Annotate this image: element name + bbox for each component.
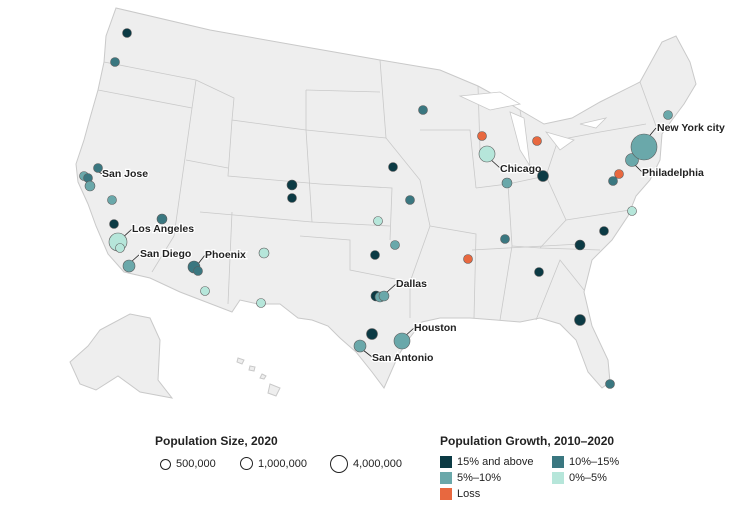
city-marker: [366, 328, 378, 340]
growth-legend-label: Loss: [457, 488, 481, 500]
city-marker: [405, 195, 415, 205]
city-marker: [84, 180, 96, 192]
city-marker: [93, 163, 103, 173]
growth-legend-label: 10%–15%: [569, 456, 620, 468]
city-marker: [256, 298, 266, 308]
label-leader-line: [130, 253, 141, 263]
city-marker: [537, 170, 549, 182]
growth-legend-item: 15% and above: [440, 456, 533, 468]
city-marker: [614, 169, 624, 179]
city-marker: [115, 243, 125, 253]
contiguous-us: [75, 7, 697, 389]
city-marker: [193, 266, 203, 276]
loss-swatch: [440, 488, 452, 500]
city-marker: [258, 247, 270, 259]
city-label: Dallas: [396, 278, 427, 290]
hawaii: [236, 357, 281, 397]
size-legend-label: 4,000,000: [353, 458, 402, 470]
city-marker: [388, 162, 398, 172]
size-legend-label: 500,000: [176, 458, 216, 470]
city-marker: [107, 195, 117, 205]
label-leader-line: [385, 283, 397, 294]
size-legend-label: 1,000,000: [258, 457, 307, 470]
label-leader-line: [197, 254, 206, 265]
city-marker: [477, 131, 487, 141]
city-marker: [501, 177, 513, 189]
growth-legend-item: 10%–15%: [552, 456, 619, 468]
city-marker: [418, 105, 428, 115]
city-marker: [663, 110, 673, 120]
city-marker: [393, 332, 411, 350]
city-marker: [463, 254, 473, 264]
city-marker: [599, 226, 609, 236]
city-marker: [574, 314, 586, 326]
growth-legend-label: 0%–5%: [569, 472, 607, 484]
city-marker: [156, 213, 168, 225]
growth-legend-label: 15% and above: [457, 456, 534, 468]
size-circle-small-icon: [160, 458, 171, 470]
city-marker: [200, 286, 210, 296]
growth-legend-item: Loss: [440, 488, 480, 500]
city-label: San Antonio: [372, 352, 433, 364]
city-label: New York city: [657, 122, 725, 134]
city-marker: [605, 379, 615, 389]
city-label: Philadelphia: [642, 167, 704, 179]
city-marker: [478, 145, 496, 163]
city-marker: [353, 339, 367, 353]
cities-layer: [79, 28, 673, 389]
city-marker: [500, 234, 510, 244]
city-label: Chicago: [500, 163, 541, 175]
city-marker: [378, 290, 390, 302]
city-marker: [110, 57, 120, 67]
growth-legend-item: 0%–5%: [552, 472, 607, 484]
size-circle-medium-icon: [240, 457, 253, 470]
size-legend-item: 1,000,000: [240, 457, 307, 470]
alaska: [69, 313, 174, 399]
city-marker: [286, 179, 298, 191]
city-marker: [534, 267, 544, 277]
us-map: New York city Philadelphia Chicago San Jose…: [69, 7, 726, 399]
city-marker: [390, 240, 400, 250]
growth-legend-label: 5%–10%: [457, 472, 502, 484]
growth-5-10-swatch: [440, 472, 452, 484]
city-marker: [122, 28, 132, 38]
city-marker: [109, 219, 119, 229]
growth-15-plus-swatch: [440, 456, 452, 468]
size-legend-item: 4,000,000: [330, 455, 402, 473]
city-marker: [370, 250, 380, 260]
land-layer: [69, 7, 697, 399]
city-marker: [122, 259, 136, 273]
growth-legend-title: Population Growth, 2010–2020: [440, 434, 615, 448]
city-marker: [627, 206, 637, 216]
city-label: Los Angeles: [132, 223, 194, 235]
city-marker: [287, 193, 297, 203]
size-legend-item: 500,000: [160, 458, 216, 470]
city-label: San Jose: [102, 168, 148, 180]
city-marker: [608, 176, 618, 186]
size-circle-large-icon: [330, 455, 348, 473]
city-label: San Diego: [140, 248, 191, 260]
growth-legend-item: 5%–10%: [440, 472, 501, 484]
city-label: Phoenix: [205, 249, 246, 261]
city-marker: [532, 136, 542, 146]
city-marker: [574, 239, 586, 251]
label-leader-line: [362, 349, 373, 358]
city-marker: [373, 216, 383, 226]
city-label: Houston: [414, 322, 457, 334]
growth-10-15-swatch: [552, 456, 564, 468]
city-labels-layer: New York city Philadelphia Chicago San Jose…: [95, 121, 726, 365]
growth-0-5-swatch: [552, 472, 564, 484]
size-legend-title: Population Size, 2020: [155, 434, 278, 448]
city-marker: [630, 133, 658, 161]
